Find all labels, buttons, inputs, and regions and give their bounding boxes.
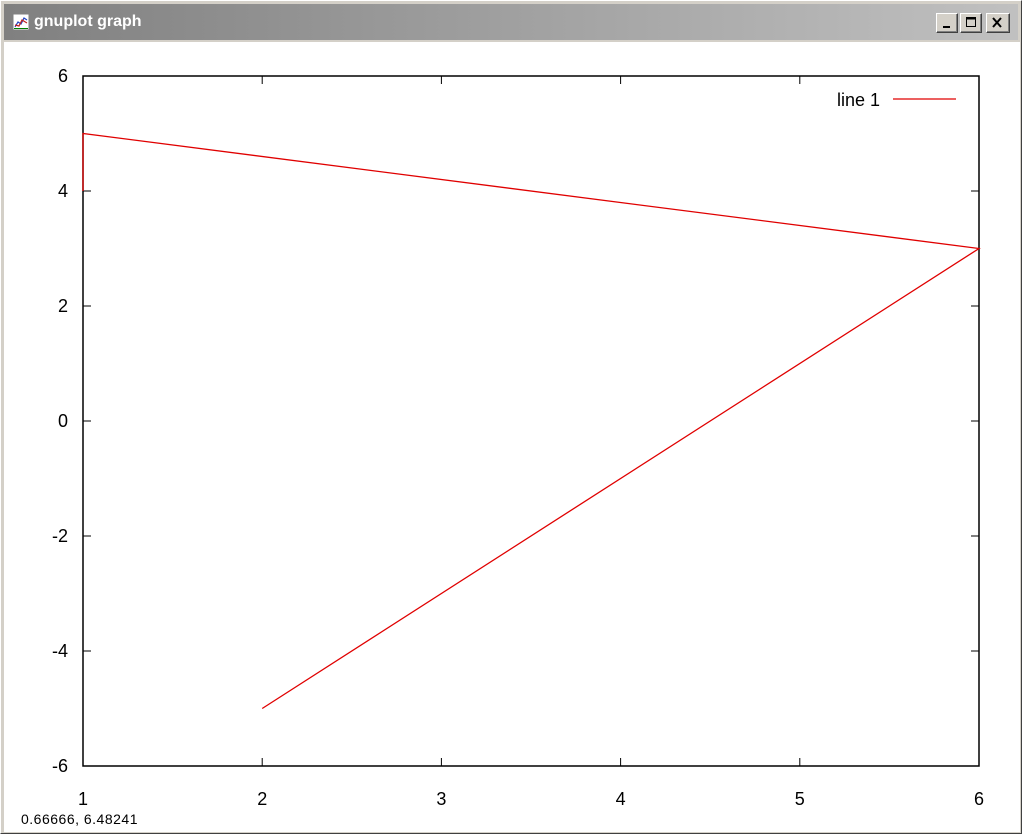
plot-border xyxy=(82,75,980,767)
maximize-button[interactable] xyxy=(960,13,982,33)
window-title: gnuplot graph xyxy=(34,13,142,30)
x-tick-label: 1 xyxy=(78,789,88,809)
minimize-button[interactable] xyxy=(936,13,958,33)
title-bar[interactable]: gnuplot graph xyxy=(4,4,1018,40)
minimize-icon xyxy=(943,26,950,28)
series-line-line-1 xyxy=(82,132,981,710)
x-tick-label: 4 xyxy=(616,789,626,809)
gnuplot-app-icon[interactable] xyxy=(13,14,29,30)
close-icon xyxy=(992,17,1002,28)
line-chart: 1 2 3 4 5 6 6 4 2 0 -2 -4 -6 line 1 xyxy=(52,66,984,809)
y-tick-label: -2 xyxy=(52,526,68,546)
legend-label: line 1 xyxy=(837,90,880,110)
plot-area[interactable]: 1 2 3 4 5 6 6 4 2 0 -2 -4 -6 line 1 xyxy=(4,42,1020,832)
mouse-coordinates-readout: 0.66666, 6.48241 xyxy=(21,811,138,827)
close-button[interactable] xyxy=(986,13,1010,33)
x-tick-label: 5 xyxy=(795,789,805,809)
y-tick-label: -4 xyxy=(52,641,68,661)
x-tick-label: 2 xyxy=(257,789,267,809)
x-tick-label: 6 xyxy=(974,789,984,809)
x-tick-label: 3 xyxy=(436,789,446,809)
y-tick-label: 4 xyxy=(58,181,68,201)
y-tick-label: 6 xyxy=(58,66,68,86)
y-tick-label: 2 xyxy=(58,296,68,316)
y-tick-label: 0 xyxy=(58,411,68,431)
maximize-icon xyxy=(966,17,976,27)
y-tick-label: -6 xyxy=(52,756,68,776)
